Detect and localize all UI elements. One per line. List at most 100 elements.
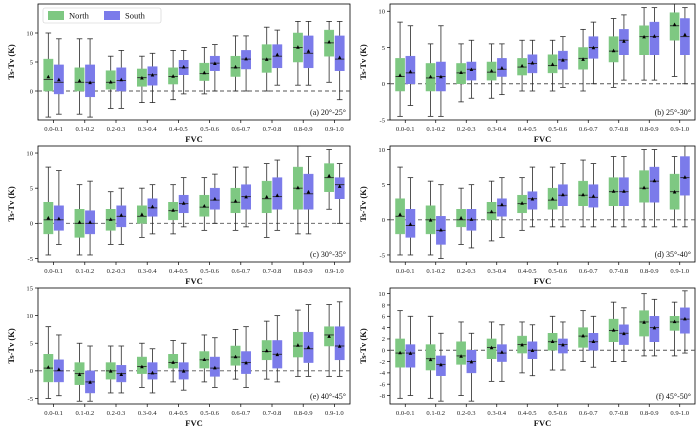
x-tick-label: 0.1-0.2 — [426, 410, 445, 417]
south-box — [178, 50, 189, 95]
mean-marker — [213, 365, 217, 370]
panel-title: (d) 35°-40° — [655, 250, 691, 259]
north-box — [456, 321, 466, 396]
mean-marker — [439, 74, 443, 79]
legend-swatch-north — [48, 11, 64, 20]
mean-marker — [296, 343, 300, 347]
y-tick-label: 2 — [382, 336, 385, 343]
south-box — [649, 298, 660, 357]
x-axis-label: FVC — [185, 418, 202, 428]
x-tick-label: 0.8-0.9 — [294, 126, 313, 133]
x-tick-label: 0.8-0.9 — [640, 268, 659, 275]
north-box — [43, 326, 54, 399]
north-box — [324, 304, 335, 377]
mean-marker — [652, 178, 657, 183]
x-tick-label: 0.7-0.8 — [609, 268, 628, 275]
mean-marker — [119, 77, 124, 82]
mean-marker — [398, 350, 402, 355]
mean-marker — [469, 217, 474, 221]
x-tick-label: 0.3-0.4 — [138, 410, 157, 417]
x-tick-label: 0.8-0.9 — [640, 126, 659, 133]
mean-marker — [611, 328, 616, 332]
mean-marker — [181, 201, 186, 205]
mean-marker — [581, 57, 585, 61]
x-axis-label: FVC — [185, 276, 202, 286]
south-box — [497, 324, 507, 382]
south-box — [680, 290, 690, 354]
x-tick-label: 0.4-0.5 — [169, 410, 188, 417]
north-box — [105, 345, 116, 394]
north-box — [230, 166, 241, 231]
mean-marker — [244, 194, 248, 199]
north-box — [639, 7, 649, 81]
mean-marker — [171, 74, 175, 78]
x-tick-label: 0.3-0.4 — [138, 126, 157, 133]
south-box — [147, 348, 158, 394]
south-box — [241, 326, 252, 388]
mean-marker — [171, 208, 175, 212]
mean-marker — [581, 333, 585, 338]
south-box — [527, 166, 538, 228]
x-tick-label: 0.1-0.2 — [75, 410, 94, 417]
mean-marker — [140, 75, 144, 80]
mean-marker — [171, 360, 175, 364]
mean-marker — [337, 55, 342, 60]
mean-marker — [150, 204, 155, 209]
north-box — [136, 342, 147, 388]
mean-marker — [337, 184, 342, 188]
north-box — [74, 38, 85, 115]
mean-marker — [591, 45, 596, 50]
mean-marker — [108, 369, 113, 373]
y-tick-label: -5 — [28, 396, 34, 403]
x-tick-label: 0.9-1.0 — [325, 410, 344, 417]
mean-marker — [530, 348, 535, 353]
mean-marker — [337, 344, 342, 348]
x-tick-label: 0.0-0.1 — [44, 268, 63, 275]
north-box — [136, 187, 147, 238]
north-box — [578, 28, 588, 92]
y-tick-label: 0 — [30, 221, 34, 228]
mean-marker — [57, 367, 61, 371]
mean-marker — [233, 354, 238, 359]
north-box — [395, 310, 405, 399]
mean-marker — [428, 357, 433, 362]
south-box — [466, 39, 477, 99]
mean-marker — [520, 201, 524, 205]
north-box — [230, 329, 241, 380]
mean-marker — [672, 189, 677, 194]
y-tick-label: 10 — [378, 147, 385, 154]
mean-marker — [672, 22, 677, 27]
south-box — [303, 304, 314, 377]
mean-marker — [489, 345, 494, 350]
x-tick-label: 0.3-0.4 — [487, 410, 506, 417]
south-box — [466, 184, 477, 249]
x-tick-label: 0.6-0.7 — [231, 410, 250, 417]
mean-marker — [88, 380, 92, 384]
y-tick-label: 5 — [30, 185, 34, 192]
y-tick-label: 10 — [26, 150, 33, 157]
south-box — [466, 332, 477, 402]
mean-marker — [591, 339, 596, 343]
mean-marker — [561, 58, 565, 62]
mean-marker — [233, 64, 238, 69]
x-tick-label: 0.8-0.9 — [640, 410, 659, 417]
mean-marker — [642, 185, 646, 190]
south-box — [436, 332, 446, 402]
x-tick-label: 0.5-0.6 — [548, 126, 567, 133]
mean-marker — [306, 49, 311, 53]
mean-marker — [500, 202, 504, 207]
mean-marker — [622, 189, 626, 193]
x-tick-label: 0.4-0.5 — [518, 410, 537, 417]
mean-marker — [428, 74, 433, 79]
legend: North South — [42, 7, 162, 24]
iqr-box — [334, 35, 345, 71]
north-box — [669, 301, 680, 357]
y-tick-label: -2 — [380, 359, 386, 366]
mean-marker — [88, 220, 92, 224]
x-tick-label: 0.1-0.2 — [75, 268, 94, 275]
x-tick-label: 0.3-0.4 — [138, 268, 157, 275]
mean-marker — [264, 194, 269, 199]
mean-marker — [459, 354, 463, 358]
y-tick-label: 0 — [382, 217, 386, 224]
